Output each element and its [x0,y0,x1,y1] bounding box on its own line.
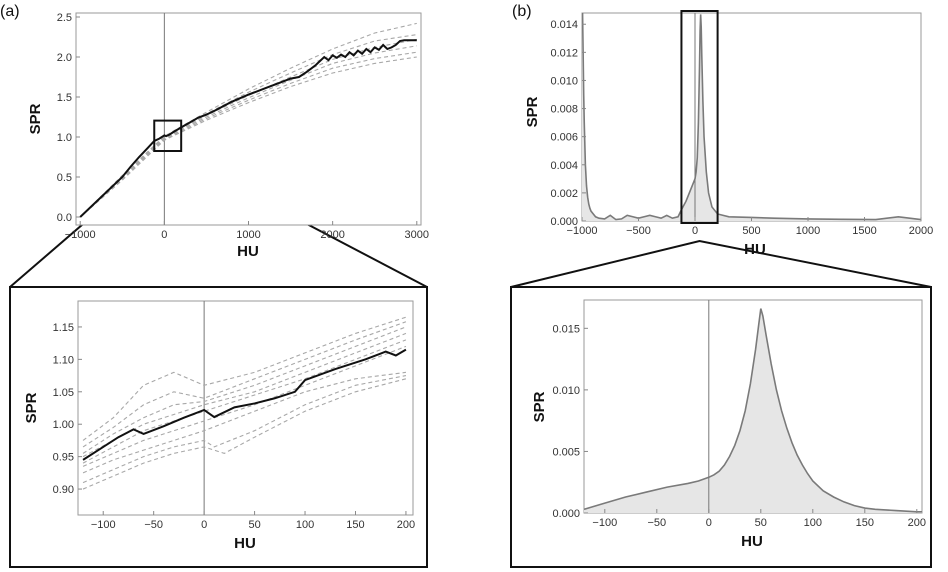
y-axis-label: SPR [27,103,44,134]
x-tick-label: −50 [647,517,666,529]
y-tick-label: 0.008 [550,104,578,116]
panel-a-label: (a) [0,3,20,20]
x-tick-label: −100 [592,517,617,529]
zoom-box [680,10,719,224]
y-tick-label: 0.0 [57,212,72,224]
series-line-curve-6 [82,345,407,467]
y-tick-label: 1.00 [53,419,74,431]
y-tick-label: 0.014 [550,19,578,31]
x-tick-label: 0 [201,519,207,531]
x-tick-label: 200 [908,517,926,529]
x-tick-label: 2000 [320,229,344,241]
inset-border [510,286,932,568]
x-axis-label: HU [234,535,256,552]
y-tick-label: 2.5 [57,12,72,24]
y-tick-label: 0.015 [552,323,580,335]
histogram-fill [584,308,922,513]
x-tick-label: −50 [144,519,163,531]
series-line-curve-7 [82,371,407,474]
x-tick-label: −500 [626,225,651,237]
x-tick-label: 100 [804,517,822,529]
x-axis-label: HU [237,243,259,260]
series-line-curve-3 [79,38,417,218]
panel-a: (a) 0.0 0.5 1.0 1.5 2.0 2.5 −1000 0 1000 2000 300… [0,3,429,260]
y-tick-label: 0.010 [550,75,578,87]
y-tick-label: 1.0 [57,132,72,144]
histogram-line [584,308,922,513]
y-tick-label: 0.004 [550,160,578,172]
panel-b-label: (b) [512,3,532,20]
y-tick-label: 0.000 [552,508,580,520]
y-tick-label: 2.0 [57,52,72,64]
x-tick-label: 2000 [909,225,933,237]
series-line-curve-9 [82,378,407,490]
plot-area [82,301,407,515]
x-tick-label: 1000 [236,229,260,241]
zoom-connector-line [510,239,932,288]
x-axis-label: HU [741,533,763,550]
series-line-curve-2 [82,321,407,448]
y-tick-label: 1.5 [57,92,72,104]
plot-frame [75,12,422,226]
x-tick-label: 1500 [852,225,876,237]
y-tick-label: 0.002 [550,188,578,200]
x-tick-label: 200 [397,519,415,531]
y-tick-label: 0.95 [53,452,74,464]
panel-b-inset: 0.000 0.005 0.010 0.015 −100 −50 0 50 100 150 200… [510,286,932,568]
series-line-curve-5 [82,339,407,464]
panel-a-inset: 0.90 0.95 1.00 1.05 1.10 1.15 −100 −50 0 50 100 15… [9,286,428,568]
plot-frame [77,300,414,516]
x-tick-label: 500 [742,225,760,237]
x-tick-label: 0 [161,229,167,241]
panel-b: (b) 0.000 0.002 0.004 0.006 0.008 0.010 0.012 0… [512,3,933,258]
x-axis-label: HU [744,241,766,258]
y-tick-label: 0.010 [552,385,580,397]
series-line-curve-3 [82,326,407,454]
plot-frame [581,12,922,222]
y-tick-label: 1.15 [53,322,74,334]
x-tick-label: −100 [91,519,116,531]
x-tick-label: −1000 [567,225,598,237]
x-tick-label: 150 [346,519,364,531]
series-line-curve-8 [82,375,407,484]
y-tick-label: 1.10 [53,354,74,366]
y-axis-label: SPR [531,391,548,422]
x-tick-label: 0 [706,517,712,529]
series-line-reference [82,348,407,461]
y-tick-label: 0.5 [57,172,72,184]
plot-area [584,300,922,513]
y-tick-label: 0.005 [552,446,580,458]
x-tick-label: 3000 [405,229,429,241]
x-tick-label: 0 [692,225,698,237]
x-tick-label: 1000 [796,225,820,237]
series-line-curve-2 [79,34,417,218]
x-tick-label: 100 [296,519,314,531]
series-line-curve-1 [79,22,417,218]
series-line-curve-6 [79,56,417,218]
y-tick-label: 0.000 [550,216,578,228]
y-tick-label: 0.012 [550,47,578,59]
y-tick-label: 0.006 [550,132,578,144]
series-line-curve-1 [82,316,407,441]
x-tick-label: −1000 [65,229,96,241]
y-axis-label: SPR [23,392,40,423]
x-tick-label: 150 [856,517,874,529]
x-tick-label: 50 [755,517,767,529]
y-axis-label: SPR [524,96,541,127]
x-tick-label: 50 [248,519,260,531]
y-tick-label: 0.90 [53,484,74,496]
y-tick-label: 1.05 [53,387,74,399]
zoom-box [153,119,183,152]
inset-border [9,286,428,568]
